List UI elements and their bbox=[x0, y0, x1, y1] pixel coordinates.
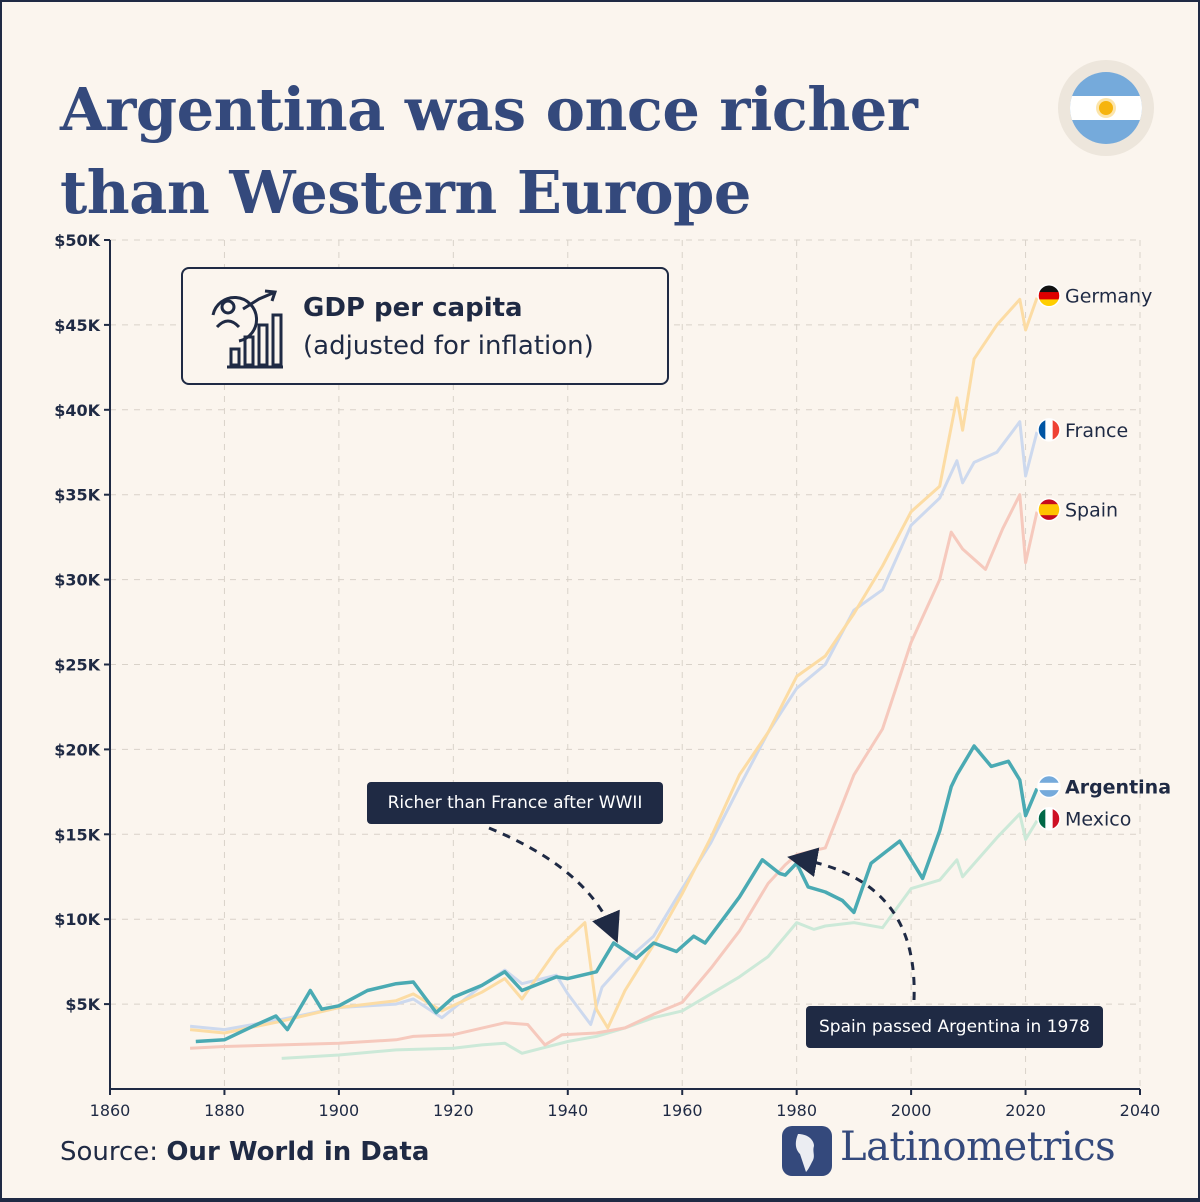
chart-tick-labels: 1860 1880 1900 1920 1940 1960 1980 2000 2020 2040… bbox=[54, 231, 1160, 1120]
end-label-argentina: Argentina bbox=[1037, 774, 1171, 798]
chart-legend-box: GDP per capita (adjusted for inflation) bbox=[181, 267, 669, 385]
y-tick-label: $20K bbox=[54, 740, 100, 759]
annotation-arrow-france bbox=[488, 826, 620, 944]
chart-grid bbox=[110, 239, 1141, 1089]
x-tick-label: 1900 bbox=[319, 1101, 360, 1120]
annotation-spain: Spain passed Argentina in 1978 bbox=[806, 1006, 1103, 1048]
end-label-mexico: Mexico bbox=[1037, 806, 1131, 831]
annotation-france: Richer than France after WWII bbox=[367, 782, 663, 824]
gdp-growth-icon bbox=[211, 289, 283, 369]
y-tick-label: $40K bbox=[54, 401, 100, 420]
title-line-1: Argentina was once richer bbox=[60, 75, 918, 144]
x-tick-label: 2020 bbox=[1005, 1101, 1046, 1120]
series-line-mexico bbox=[281, 812, 1039, 1060]
x-tick-label: 1920 bbox=[433, 1101, 474, 1120]
latinometrics-logo-icon bbox=[782, 1126, 832, 1176]
argentina-flag-icon bbox=[1070, 72, 1142, 144]
end-label-text: Argentina bbox=[1065, 776, 1171, 798]
mexico-flag-icon bbox=[1038, 807, 1060, 830]
end-label-text: Germany bbox=[1065, 286, 1152, 308]
y-tick-label: $35K bbox=[54, 486, 100, 505]
legend-subtitle: (adjusted for inflation) bbox=[303, 331, 594, 361]
series-line-germany bbox=[189, 297, 1039, 1035]
page-title: Argentina was once richer than Western E… bbox=[60, 68, 918, 234]
chart-series-lines bbox=[189, 297, 1039, 1060]
y-tick-label: $10K bbox=[54, 910, 100, 929]
chart-axes bbox=[104, 239, 1141, 1095]
y-tick-label: $50K bbox=[54, 231, 100, 250]
x-tick-label: 1980 bbox=[776, 1101, 817, 1120]
source-prefix: Source: bbox=[60, 1137, 159, 1167]
source-name: Our World in Data bbox=[166, 1137, 430, 1167]
france-flag-icon bbox=[1038, 418, 1060, 441]
brand-name: Latinometrics bbox=[840, 1124, 1116, 1170]
y-tick-label: $5K bbox=[65, 995, 100, 1014]
legend-title: GDP per capita bbox=[303, 293, 523, 323]
x-tick-label: 1860 bbox=[90, 1101, 131, 1120]
argentina-flag-badge bbox=[1058, 60, 1154, 156]
end-label-text: France bbox=[1065, 420, 1128, 442]
y-tick-label: $15K bbox=[54, 825, 100, 844]
end-label-text: Mexico bbox=[1065, 809, 1131, 831]
series-line-spain bbox=[190, 493, 1039, 1050]
germany-flag-icon bbox=[1038, 284, 1060, 307]
y-tick-label: $25K bbox=[54, 656, 100, 675]
x-tick-label: 1940 bbox=[547, 1101, 588, 1120]
end-label-text: Spain bbox=[1065, 500, 1118, 522]
x-tick-label: 1960 bbox=[662, 1101, 703, 1120]
x-tick-label: 1880 bbox=[204, 1101, 245, 1120]
y-tick-label: $45K bbox=[54, 316, 100, 335]
y-tick-label: $30K bbox=[54, 571, 100, 590]
end-label-spain: Spain bbox=[1037, 497, 1118, 522]
end-label-france: France bbox=[1037, 418, 1128, 442]
end-label-germany: Germany bbox=[1037, 283, 1152, 308]
argentina-flag-icon bbox=[1038, 775, 1060, 798]
title-line-2: than Western Europe bbox=[60, 158, 751, 227]
chart-end-labels: Germany France Spain Argentina Mexico bbox=[1037, 283, 1171, 831]
brand-logo: Latinometrics bbox=[782, 1122, 1154, 1180]
x-tick-label: 2000 bbox=[891, 1101, 932, 1120]
x-tick-label: 2040 bbox=[1120, 1101, 1161, 1120]
spain-flag-icon bbox=[1038, 498, 1060, 521]
source-credit: Source: Our World in Data bbox=[60, 1137, 429, 1167]
series-line-argentina bbox=[195, 744, 1039, 1044]
series-line-france bbox=[189, 420, 1039, 1032]
